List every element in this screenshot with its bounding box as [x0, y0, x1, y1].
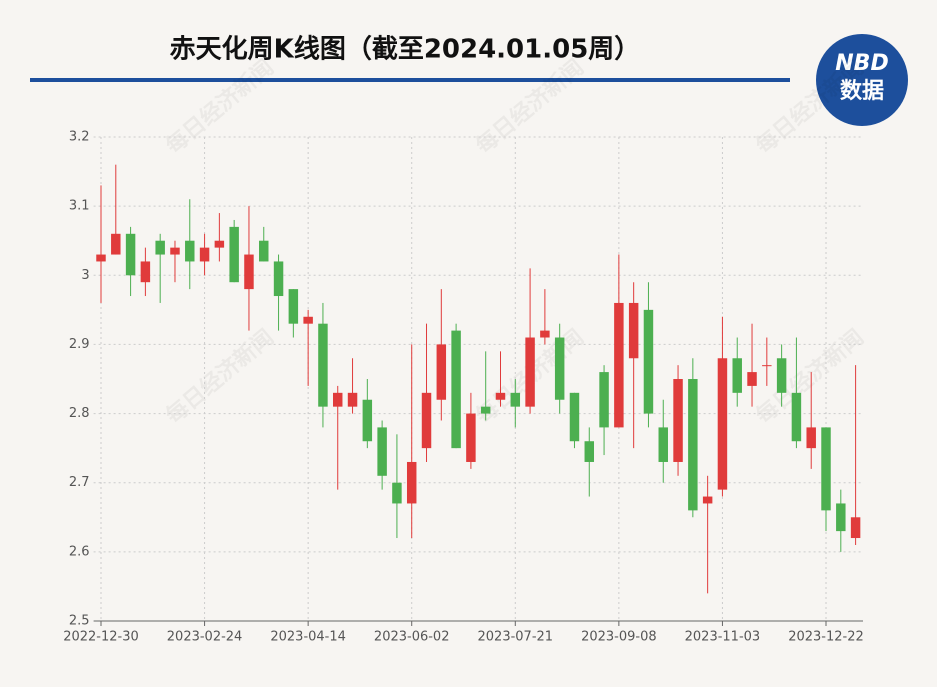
candle-body: [747, 372, 757, 386]
candle-body: [406, 461, 417, 504]
x-tick-label: 2023-04-14: [270, 630, 346, 645]
logo-bottom: 数据: [840, 78, 884, 104]
candle-body: [525, 337, 535, 407]
candle-body: [229, 226, 239, 283]
candle-body: [554, 337, 565, 400]
x-tick-label: 2023-07-21: [478, 630, 554, 645]
candle-body: [244, 254, 254, 290]
x-tick-label: 2023-12-22: [788, 630, 864, 645]
candle-body: [480, 406, 491, 414]
candle-body: [125, 233, 136, 276]
y-tick-label: 3: [81, 268, 89, 283]
candle-body: [614, 302, 624, 428]
candle-body: [495, 392, 506, 400]
candle-body: [717, 358, 728, 490]
candle-body: [214, 240, 225, 248]
x-tick-label: 2022-12-30: [63, 630, 139, 645]
x-tick-label: 2023-02-24: [167, 630, 243, 645]
x-tick-label: 2023-11-03: [685, 630, 761, 645]
y-tick-label: 2.9: [69, 337, 90, 352]
y-tick-label: 2.5: [69, 614, 90, 629]
candle-body: [273, 261, 284, 297]
chart-title: 赤天化周K线图（截至2024.01.05周）: [170, 35, 641, 65]
candle-body: [599, 372, 609, 428]
candle-body: [259, 240, 269, 262]
y-tick-label: 3.1: [69, 199, 90, 214]
candle-body: [688, 379, 698, 511]
logo-top: NBD: [835, 51, 888, 76]
candle-body: [111, 233, 121, 255]
candle-body: [702, 496, 713, 504]
y-tick-label: 2.6: [69, 544, 90, 559]
candle-body: [288, 289, 299, 324]
y-tick-label: 2.8: [69, 406, 90, 421]
candle-body: [347, 392, 358, 407]
candle-body: [643, 309, 654, 414]
candle-body: [510, 392, 521, 407]
candle-body: [303, 316, 313, 324]
candle-body: [170, 247, 180, 255]
candle-body: [791, 392, 802, 442]
candle-body: [377, 427, 387, 476]
candle-body: [584, 441, 595, 462]
candle-body: [658, 427, 668, 462]
candle-body: [362, 399, 373, 442]
candle-body: [451, 330, 461, 449]
candle-body: [421, 392, 432, 449]
x-tick-label: 2023-06-02: [374, 630, 450, 645]
candle-body: [850, 517, 861, 539]
candle-body: [185, 240, 195, 262]
candle-body: [333, 392, 343, 407]
candle-body: [776, 358, 787, 393]
y-tick-label: 2.7: [69, 475, 90, 490]
candle-body: [762, 365, 772, 367]
candle-body: [96, 254, 106, 262]
title-underline: [30, 78, 790, 82]
x-tick-label: 2023-09-08: [581, 630, 657, 645]
candle-body: [392, 482, 402, 504]
candle-body: [673, 379, 683, 462]
y-tick-label: 3.2: [69, 130, 90, 145]
candle-body: [155, 240, 165, 255]
candle-body: [806, 427, 816, 449]
candle-body: [732, 358, 742, 393]
candle-body: [140, 261, 151, 283]
candle-body: [436, 344, 447, 400]
candle-body: [466, 413, 476, 462]
candle-body: [836, 503, 846, 532]
candle-body: [199, 247, 210, 262]
candle-body: [540, 330, 550, 338]
candle-body: [318, 323, 328, 407]
candle-body: [821, 427, 831, 511]
candle-body: [628, 302, 639, 359]
candle-body: [569, 392, 580, 442]
logo: [816, 34, 908, 126]
